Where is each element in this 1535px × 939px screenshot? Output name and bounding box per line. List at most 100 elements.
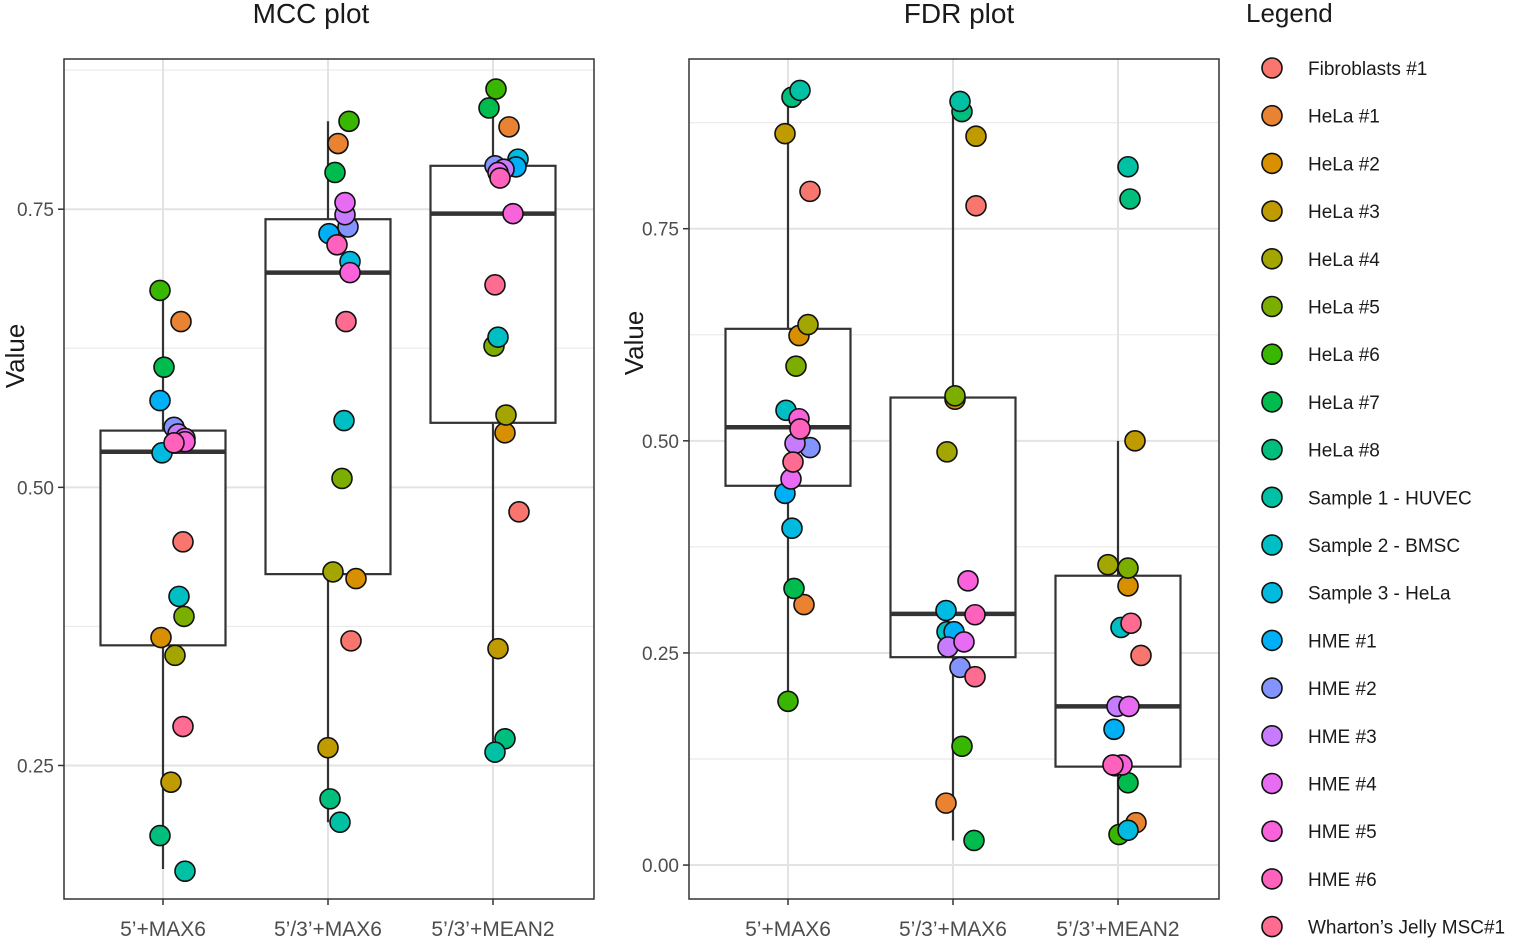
fdr-y-tick-label: 0.75 <box>642 220 679 241</box>
legend-label: HeLa #5 <box>1308 298 1380 319</box>
legend-label: Fibroblasts #1 <box>1308 59 1427 80</box>
fdr-data-point <box>1119 188 1141 210</box>
mcc-x-tick-label: 5’/3’+MAX6 <box>274 918 382 939</box>
fdr-plot-title: FDR plot <box>904 0 1015 29</box>
fdr-panel: FDR plot 0.00 0.25 0.50 0.75 5’+MAX6 5’/3’+M… <box>619 0 1220 939</box>
mcc-data-point <box>172 715 194 738</box>
mcc-data-point <box>149 389 171 412</box>
fdr-plot-border <box>688 58 1220 900</box>
fdr-y-tick-label: 0.50 <box>642 432 679 453</box>
legend-item: Fibroblasts #1 <box>1261 57 1427 80</box>
mcc-data-point <box>484 741 506 763</box>
legend-label: HeLa #4 <box>1308 250 1380 271</box>
legend-swatch <box>1261 772 1283 795</box>
fdr-data-point <box>789 79 811 102</box>
fdr-data-point <box>1117 575 1139 597</box>
fdr-data-point <box>965 125 987 148</box>
legend-label: HME #6 <box>1308 870 1377 891</box>
fdr-data-point <box>799 180 821 203</box>
mcc-data-point <box>160 771 182 793</box>
legend-title: Legend <box>1246 0 1333 28</box>
mcc-data-point <box>494 422 516 444</box>
fdr-data-point <box>1097 553 1119 576</box>
mcc-data-point <box>489 167 511 189</box>
legend-swatch <box>1261 820 1283 843</box>
legend-swatch <box>1261 104 1283 127</box>
legend-item: HME #6 <box>1261 868 1377 891</box>
mcc-data-point <box>174 860 196 882</box>
mcc-x-tick-label: 5’+MAX6 <box>120 918 206 939</box>
mcc-data-point <box>485 78 507 100</box>
mcc-data-point <box>149 824 171 847</box>
fdr-data-point <box>1124 430 1146 452</box>
mcc-data-point <box>150 626 172 649</box>
fdr-data-point <box>1117 155 1139 178</box>
mcc-y-axis-title: Value <box>0 324 30 389</box>
box-iqr <box>264 218 392 576</box>
mcc-y-ticks: 0.25 0.50 0.75 <box>17 200 64 777</box>
legend: Legend Fibroblasts #1 HeLa #1 HeLa #2 HeLa … <box>1246 0 1505 939</box>
mcc-plot-title: MCC plot <box>253 0 370 29</box>
fdr-points <box>774 79 1152 852</box>
legend-swatch <box>1261 677 1283 699</box>
legend-swatch <box>1261 629 1283 652</box>
fdr-x-tick-label: 5’/3’+MAX6 <box>899 918 1007 939</box>
legend-swatch <box>1261 247 1283 270</box>
fdr-data-point <box>774 122 796 145</box>
legend-swatch <box>1261 438 1283 461</box>
legend-label: HME #5 <box>1308 822 1377 843</box>
mcc-data-point <box>317 736 339 759</box>
mcc-data-point <box>153 356 175 378</box>
fdr-data-point <box>1102 754 1124 776</box>
fdr-data-point <box>782 451 804 473</box>
legend-swatch <box>1261 915 1283 938</box>
fdr-data-point <box>785 355 807 377</box>
mcc-x-tick-label: 5’/3’+MEAN2 <box>431 918 554 939</box>
mcc-data-point <box>170 310 192 333</box>
mcc-data-point <box>498 116 520 138</box>
legend-swatch <box>1261 486 1283 509</box>
mcc-data-point <box>338 110 360 133</box>
mcc-data-point <box>326 234 348 256</box>
fdr-data-point <box>783 577 805 600</box>
mcc-y-tick-label: 0.25 <box>17 756 54 777</box>
legend-item: HeLa #4 <box>1261 247 1380 271</box>
fdr-data-point <box>1120 612 1142 635</box>
fdr-data-point <box>953 631 975 653</box>
legend-item: HME #4 <box>1261 772 1377 796</box>
legend-item: HME #1 <box>1261 629 1377 652</box>
legend-label: HME #4 <box>1308 775 1377 796</box>
fdr-data-point <box>789 418 811 440</box>
legend-label: HME #1 <box>1308 631 1377 652</box>
mcc-data-point <box>484 274 506 296</box>
mcc-data-point <box>333 409 355 432</box>
legend-item: HeLa #2 <box>1261 152 1380 175</box>
box-iqr <box>99 429 227 647</box>
fdr-data-point <box>777 690 799 713</box>
legend-label: HeLa #2 <box>1308 154 1380 175</box>
fdr-data-point <box>936 441 958 463</box>
fdr-data-point <box>965 194 987 217</box>
legend-label: Sample 2 - BMSC <box>1308 536 1460 557</box>
legend-item: HME #2 <box>1261 677 1377 700</box>
fdr-data-point <box>1117 819 1139 842</box>
legend-swatch <box>1261 57 1283 79</box>
legend-swatch <box>1261 343 1283 366</box>
legend-swatch <box>1261 724 1283 747</box>
legend-label: HME #3 <box>1308 727 1377 748</box>
mcc-data-point <box>327 132 349 155</box>
fdr-data-point <box>781 517 803 540</box>
mcc-data-point <box>334 191 356 214</box>
fdr-x-ticks: 5’+MAX6 5’/3’+MAX6 5’/3’+MEAN2 <box>745 899 1180 939</box>
mcc-y-tick-label: 0.75 <box>17 200 54 221</box>
fdr-data-point <box>935 792 957 814</box>
fdr-x-tick-label: 5’+MAX6 <box>745 918 831 939</box>
mcc-data-point <box>331 467 353 490</box>
legend-swatch <box>1261 534 1283 556</box>
fdr-data-point <box>1118 695 1140 718</box>
legend-label: HeLa #1 <box>1308 107 1380 128</box>
mcc-data-point <box>487 326 509 348</box>
mcc-data-point <box>495 404 517 426</box>
legend-item: HeLa #7 <box>1261 391 1380 414</box>
mcc-data-point <box>322 561 344 583</box>
